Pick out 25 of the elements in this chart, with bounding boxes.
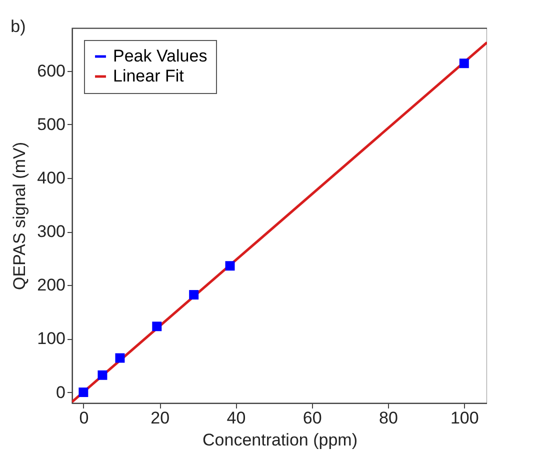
- point: [189, 290, 199, 300]
- point: [152, 322, 162, 332]
- point: [115, 353, 125, 363]
- y-tick-label: 500: [37, 114, 66, 134]
- text: b): [10, 17, 26, 36]
- y-axis-title: QEPAS signal (mV): [10, 142, 30, 290]
- legend-label: Peak Values: [113, 46, 208, 66]
- x-tick-label: 80: [379, 408, 398, 428]
- point: [225, 261, 235, 271]
- x-tick-label: 20: [150, 408, 170, 428]
- legend-label: Linear Fit: [113, 66, 184, 86]
- x-tick-label: 40: [226, 408, 246, 428]
- point: [78, 388, 88, 398]
- point: [459, 58, 469, 68]
- point: [98, 370, 108, 380]
- y-tick-label: 600: [37, 61, 66, 80]
- x-tick-label: 60: [302, 408, 322, 428]
- x-tick-label: 0: [79, 408, 89, 428]
- x-axis-title: Concentration (ppm): [202, 430, 358, 450]
- y-tick-label: 400: [37, 168, 66, 188]
- x-tick-label: 100: [450, 408, 479, 428]
- y-tick-label: 200: [37, 276, 66, 295]
- y-tick-label: 100: [37, 329, 66, 348]
- y-tick-label: 300: [37, 222, 66, 242]
- y-tick-label: 0: [56, 382, 66, 402]
